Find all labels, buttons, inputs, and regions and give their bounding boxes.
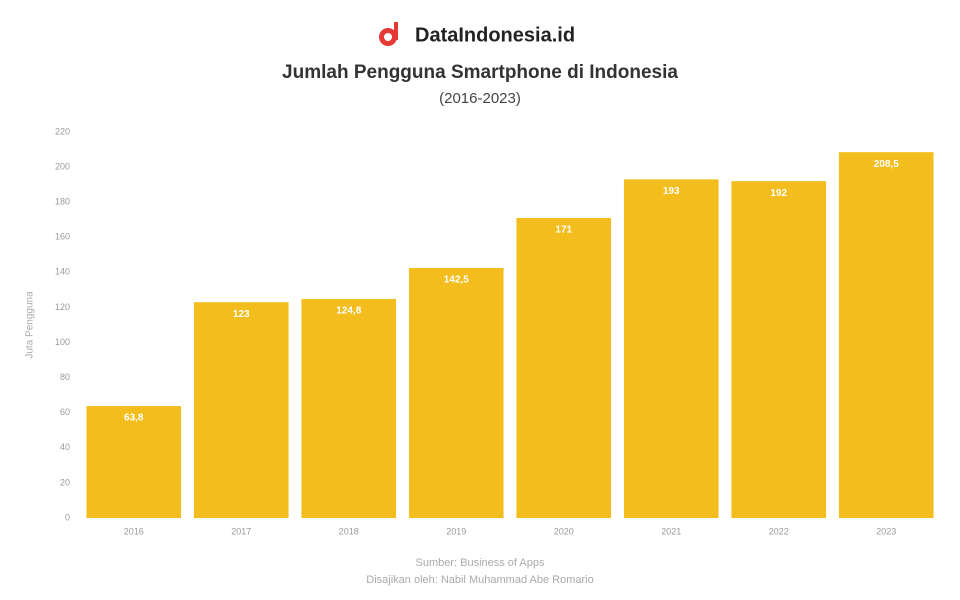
bar [301, 299, 397, 518]
value-label: 208,5 [874, 159, 899, 170]
x-tick-label: 2023 [876, 526, 896, 536]
x-tick-label: 2016 [124, 526, 144, 536]
y-tick-label: 180 [55, 197, 70, 207]
y-tick-label: 160 [55, 232, 70, 242]
x-tick-label: 2018 [339, 526, 359, 536]
x-tick-label: 2017 [231, 526, 251, 536]
bar [408, 267, 504, 518]
value-label: 171 [555, 225, 572, 236]
value-label: 63,8 [124, 413, 144, 424]
y-tick-label: 120 [55, 302, 70, 312]
source: Sumber: Business of Apps [415, 557, 545, 569]
bar [623, 179, 719, 518]
brand: DataIndonesia.id [415, 24, 575, 46]
bar [86, 406, 182, 518]
value-label: 123 [233, 309, 250, 320]
y-tick-label: 200 [55, 161, 70, 171]
y-tick-label: 60 [60, 407, 70, 417]
bar [838, 152, 934, 518]
chart-subtitle: (2016-2023) [439, 90, 521, 107]
value-label: 193 [663, 186, 680, 197]
x-tick-label: 2020 [554, 526, 574, 536]
y-tick-label: 20 [60, 477, 70, 487]
bar [731, 181, 827, 519]
y-tick-label: 100 [55, 337, 70, 347]
y-tick-label: 40 [60, 442, 70, 452]
bar [516, 217, 612, 519]
x-tick-label: 2021 [661, 526, 681, 536]
y-axis-label: Juta Pengguna [25, 291, 36, 359]
y-tick-label: 140 [55, 267, 70, 277]
chart-title: Jumlah Pengguna Smartphone di Indonesia [282, 62, 678, 83]
value-label: 124,8 [336, 306, 361, 317]
y-tick-label: 80 [60, 372, 70, 382]
value-label: 192 [770, 188, 787, 199]
value-label: 142,5 [444, 275, 469, 286]
y-tick-label: 0 [65, 512, 70, 522]
logo [379, 22, 398, 46]
x-tick-label: 2019 [446, 526, 466, 536]
credit: Disajikan oleh: Nabil Muhammad Abe Romar… [366, 574, 593, 586]
x-tick-label: 2022 [769, 526, 789, 536]
y-tick-label: 220 [55, 126, 70, 136]
bar [193, 302, 289, 518]
